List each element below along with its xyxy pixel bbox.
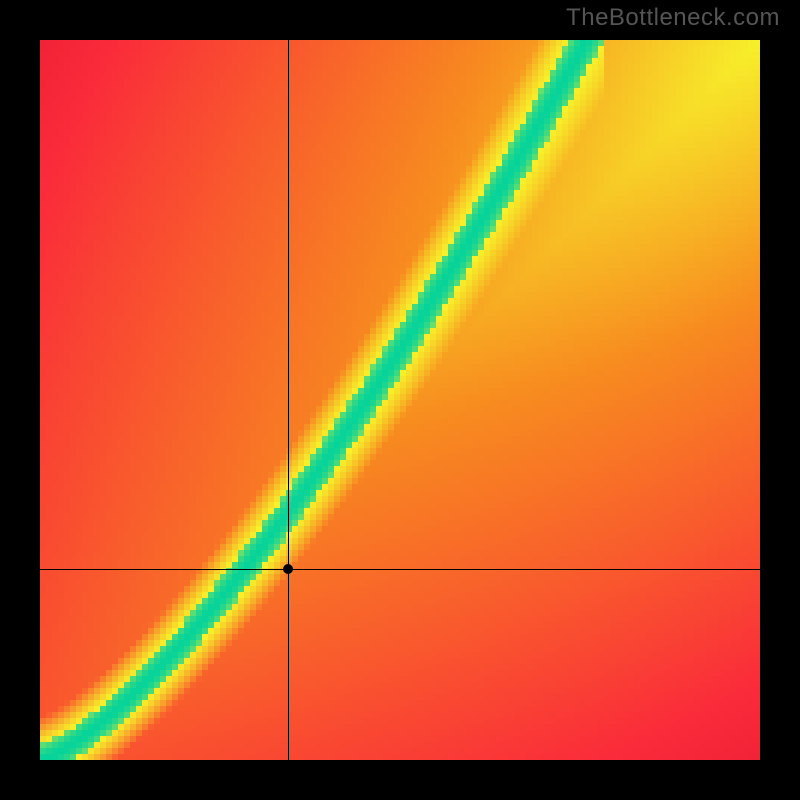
crosshair-point [283, 564, 293, 574]
bottleneck-heatmap [40, 40, 760, 760]
crosshair-vertical [288, 40, 289, 760]
chart-container: TheBottleneck.com [0, 0, 800, 800]
crosshair-horizontal [40, 569, 760, 570]
watermark-text: TheBottleneck.com [566, 4, 780, 32]
